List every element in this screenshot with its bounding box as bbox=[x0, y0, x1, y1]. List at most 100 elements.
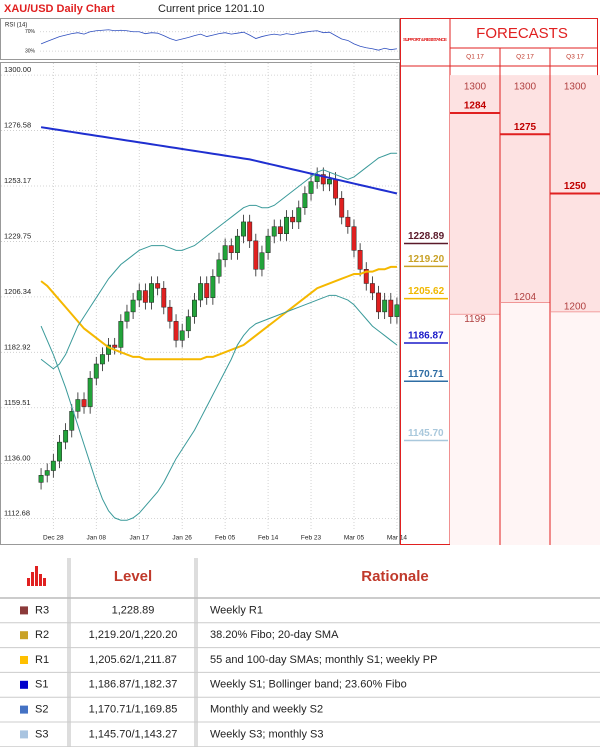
candle-body bbox=[369, 283, 375, 294]
level-name: S3 bbox=[35, 728, 48, 740]
candle-body bbox=[106, 344, 112, 355]
indicator-line bbox=[40, 152, 397, 370]
candle-body bbox=[136, 290, 142, 301]
candle-body bbox=[241, 221, 246, 237]
level-rationale: 38.20% Fibo; 20-day SMA bbox=[210, 629, 339, 641]
level-name: R2 bbox=[35, 629, 49, 641]
indicator-line bbox=[40, 265, 397, 361]
y-tick-label: 1159.51 bbox=[4, 398, 31, 407]
candle-body bbox=[382, 299, 388, 313]
table-header: Rationale bbox=[361, 568, 429, 585]
level-swatch bbox=[20, 656, 28, 664]
level-label: 1219.20 bbox=[408, 254, 445, 265]
candle-body bbox=[216, 259, 222, 277]
rsi-title: RSI (14) bbox=[5, 23, 27, 29]
indicator-line bbox=[40, 294, 398, 521]
level-label: 1170.71 bbox=[408, 369, 444, 380]
rsi-tick-label: 30% bbox=[25, 48, 36, 54]
level-value: 1,219.20/1,220.20 bbox=[89, 629, 178, 641]
candle-body bbox=[363, 269, 369, 284]
y-tick-label: 1112.68 bbox=[4, 509, 30, 518]
candle-body bbox=[69, 411, 75, 431]
level-swatch bbox=[20, 680, 28, 689]
candle-body bbox=[124, 311, 130, 322]
y-tick-label: 1182.92 bbox=[4, 342, 31, 351]
forecast-target-label: 1275 bbox=[514, 122, 537, 133]
x-tick-label: Feb 23 bbox=[301, 535, 322, 542]
candle-body bbox=[357, 250, 363, 270]
level-label: 1186.87 bbox=[408, 331, 444, 342]
candle-body bbox=[50, 460, 56, 471]
level-name: S1 bbox=[35, 679, 48, 691]
candle-body bbox=[345, 216, 351, 227]
candle-body bbox=[57, 441, 62, 462]
candle-body bbox=[155, 283, 161, 289]
candle-body bbox=[376, 292, 381, 313]
forecast-target-label: 1250 bbox=[564, 181, 587, 192]
candle-body bbox=[161, 287, 167, 308]
forecast-column: Q2 17 bbox=[516, 54, 534, 61]
level-swatch bbox=[20, 606, 28, 615]
candle-body bbox=[93, 363, 99, 379]
candle-body bbox=[259, 252, 265, 270]
candle-body bbox=[99, 354, 105, 365]
candle-body bbox=[204, 283, 210, 298]
chart-title: XAU/USD Daily Chart bbox=[4, 3, 115, 15]
level-rationale: Weekly R1 bbox=[210, 604, 263, 616]
forecast-below bbox=[550, 311, 600, 545]
level-value: 1,228.89 bbox=[112, 604, 155, 616]
level-value: 1,170.71/1,169.85 bbox=[89, 704, 178, 716]
forecast-column: Q1 17 bbox=[466, 54, 484, 61]
forecast-target-label: 1284 bbox=[464, 101, 487, 112]
x-tick-label: Feb 14 bbox=[258, 535, 279, 542]
level-rationale: Monthly and weekly S2 bbox=[210, 704, 323, 716]
level-name: S2 bbox=[35, 704, 48, 716]
forecast-range bbox=[450, 75, 500, 315]
candle-body bbox=[277, 226, 283, 235]
x-tick-label: Mar 05 bbox=[344, 535, 365, 542]
forecast-below bbox=[450, 314, 500, 545]
candle-body bbox=[185, 316, 191, 332]
candle-body bbox=[326, 179, 332, 185]
candle-body bbox=[75, 399, 81, 412]
candle-body bbox=[247, 221, 253, 242]
level-label: 1145.70 bbox=[408, 428, 444, 439]
forecast-range bbox=[500, 75, 550, 303]
y-tick-label: 1229.75 bbox=[4, 231, 31, 240]
candle-body bbox=[290, 216, 296, 223]
level-value: 1,145.70/1,143.27 bbox=[89, 728, 178, 740]
y-tick-label: 1206.34 bbox=[4, 287, 31, 296]
y-tick-label: 1276.58 bbox=[4, 121, 31, 130]
candle-body bbox=[388, 299, 394, 317]
candle-body bbox=[179, 330, 185, 341]
x-tick-label: Dec 28 bbox=[43, 535, 64, 542]
candle-body bbox=[63, 430, 69, 443]
candle-body bbox=[118, 321, 124, 348]
candle-body bbox=[192, 299, 197, 317]
candle-body bbox=[198, 283, 204, 301]
table-header: Level bbox=[114, 568, 152, 585]
candle-body bbox=[210, 276, 216, 298]
candle-body bbox=[142, 290, 148, 303]
candle-body bbox=[253, 240, 259, 270]
x-tick-label: Jan 17 bbox=[129, 535, 149, 542]
candle-body bbox=[308, 181, 314, 194]
rsi-panel bbox=[0, 18, 400, 60]
forecast-low: 1200 bbox=[564, 302, 587, 313]
forecast-low: 1199 bbox=[464, 314, 486, 325]
candle-body bbox=[87, 377, 93, 407]
x-tick-label: Mar 14 bbox=[387, 535, 408, 542]
candle-body bbox=[222, 245, 228, 261]
current-price: Current price 1201.10 bbox=[158, 3, 264, 15]
forecast-column: Q3 17 bbox=[566, 54, 584, 61]
candle-body bbox=[149, 283, 154, 303]
level-value: 1,186.87/1,182.37 bbox=[89, 679, 178, 691]
candle-body bbox=[112, 344, 118, 348]
candle-body bbox=[173, 321, 179, 341]
candle-body bbox=[284, 216, 289, 235]
candle-body bbox=[271, 226, 277, 237]
price-panel bbox=[0, 62, 400, 545]
level-swatch bbox=[20, 730, 28, 739]
